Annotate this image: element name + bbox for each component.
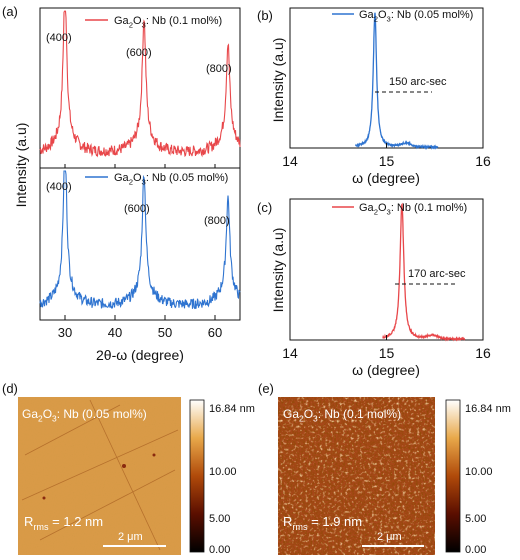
panel-b-x-ticks: 14 15 16 (282, 143, 491, 169)
panel-e-cbar-tick-max: 16.84 nm (465, 403, 511, 415)
panel-e-title: Ga2O3: Nb (0.1 mol%) (283, 407, 401, 424)
panel-b-frame (289, 7, 484, 149)
c-xticks-label-16: 16 (475, 345, 491, 361)
panel-a-top-series (39, 10, 241, 158)
panel-a-xtick-label-30: 30 (58, 325, 72, 340)
panel-a-label: (a) (2, 4, 18, 19)
panel-d-scalebar-label: 2 μm (118, 531, 143, 543)
panel-a-bottom-legend: Ga2O3: Nb (0.05 mol%) (114, 172, 228, 186)
panel-b-series (355, 12, 439, 151)
panel-a-top-legend: Ga2O3: Nb (0.1 mol%) (114, 15, 222, 29)
panel-d-cbar-tick-5: 5.00 (209, 513, 230, 525)
peak-label-400-bottom: (400) (46, 181, 72, 193)
b-xticks-label-16: 16 (475, 153, 491, 169)
panel-e-label: (e) (258, 381, 274, 396)
panel-c-x-ticks: 14 15 16 (282, 335, 491, 361)
panel-d-defects (42, 453, 156, 500)
panel-c: (c) Ga2O3: Nb (0.1 mol%) 170 arc-sec 14 1… (257, 198, 491, 378)
panel-c-annotation: 170 arc-sec (408, 268, 466, 280)
panel-d-title: Ga2O3: Nb (0.05 mol%) (22, 407, 147, 424)
peak-label-600-bottom: (600) (124, 203, 150, 215)
c-xticks-label-14: 14 (282, 345, 298, 361)
panel-a-xtick-label-50: 50 (158, 325, 172, 340)
panel-c-xlabel: ω (degree) (352, 362, 420, 378)
panel-d-scratches (21, 399, 179, 551)
panel-b-xlabel: ω (degree) (352, 170, 420, 186)
b-lines-line (355, 12, 439, 151)
panel-d-afm-texture (18, 397, 181, 555)
panel-a-line-0 (39, 10, 241, 158)
panel-b: (b) Ga2O3: Nb (0.05 mol%) 150 arc-sec 14… (257, 7, 491, 186)
panel-d: (d) Ga2O3: Nb (0.05 mol%) Rrms = 1.2 nm … (2, 381, 255, 556)
panel-e-cbar-tick-0: 0.00 (465, 544, 486, 556)
panel-e-colorbar (445, 399, 461, 553)
panel-a-xlabel: 2θ-ω (degree) (96, 347, 184, 363)
panel-e-afm-grains (278, 397, 435, 555)
panel-a-line-1 (39, 170, 241, 310)
panel-e-scalebar-label: 2 μm (377, 531, 402, 543)
panel-a-ylabel: Intensity (a.u) (13, 123, 29, 208)
panel-c-series (382, 202, 466, 342)
peak-label-600-top: (600) (126, 47, 152, 59)
b-xticks-label-14: 14 (282, 153, 298, 169)
panel-a-xtick-label-40: 40 (108, 325, 122, 340)
panel-b-ylabel: Intensity (a.u) (270, 38, 286, 123)
panel-a-bottom-frame (39, 167, 241, 321)
panel-e: (e) Ga2O3: Nb (0.1 mol%) Rrms = 1.9 nm 2… (258, 381, 511, 556)
panel-e-rms: Rrms = 1.9 nm (283, 514, 362, 532)
panel-d-label: (d) (2, 381, 18, 396)
panel-a-xtick-label-60: 60 (208, 325, 222, 340)
peak-label-400-top: (400) (46, 32, 72, 44)
panel-d-rms: Rrms = 1.2 nm (24, 514, 103, 532)
panel-d-colorbar (189, 399, 205, 553)
panel-b-legend: Ga2O3: Nb (0.05 mol%) (359, 9, 473, 23)
b-xticks-label-15: 15 (379, 153, 395, 169)
panel-c-ylabel: Intensity (a.u) (270, 228, 286, 313)
panel-c-legend: Ga2O3: Nb (0.1 mol%) (359, 202, 467, 216)
panel-a: (a) Ga2O3: Nb (0.1 mol%) (400) (600) (80… (2, 4, 241, 363)
c-lines-line (382, 202, 466, 342)
c-xticks-label-15: 15 (379, 345, 395, 361)
panel-a-bottom-series (39, 170, 241, 310)
panel-e-cbar-tick-5: 5.00 (465, 513, 486, 525)
panel-d-cbar-tick-max: 16.84 nm (209, 403, 255, 415)
peak-label-800-bottom: (800) (204, 215, 230, 227)
panel-d-cbar-tick-10: 10.00 (209, 466, 237, 478)
panel-a-x-ticks: 30 40 50 60 (58, 164, 222, 340)
panel-e-cbar-tick-10: 10.00 (465, 466, 493, 478)
panel-b-annotation: 150 arc-sec (389, 76, 447, 88)
panel-c-label: (c) (257, 200, 272, 215)
panel-d-cbar-tick-0: 0.00 (209, 544, 230, 556)
panel-b-label: (b) (257, 8, 273, 23)
peak-label-800-top: (800) (206, 63, 232, 75)
